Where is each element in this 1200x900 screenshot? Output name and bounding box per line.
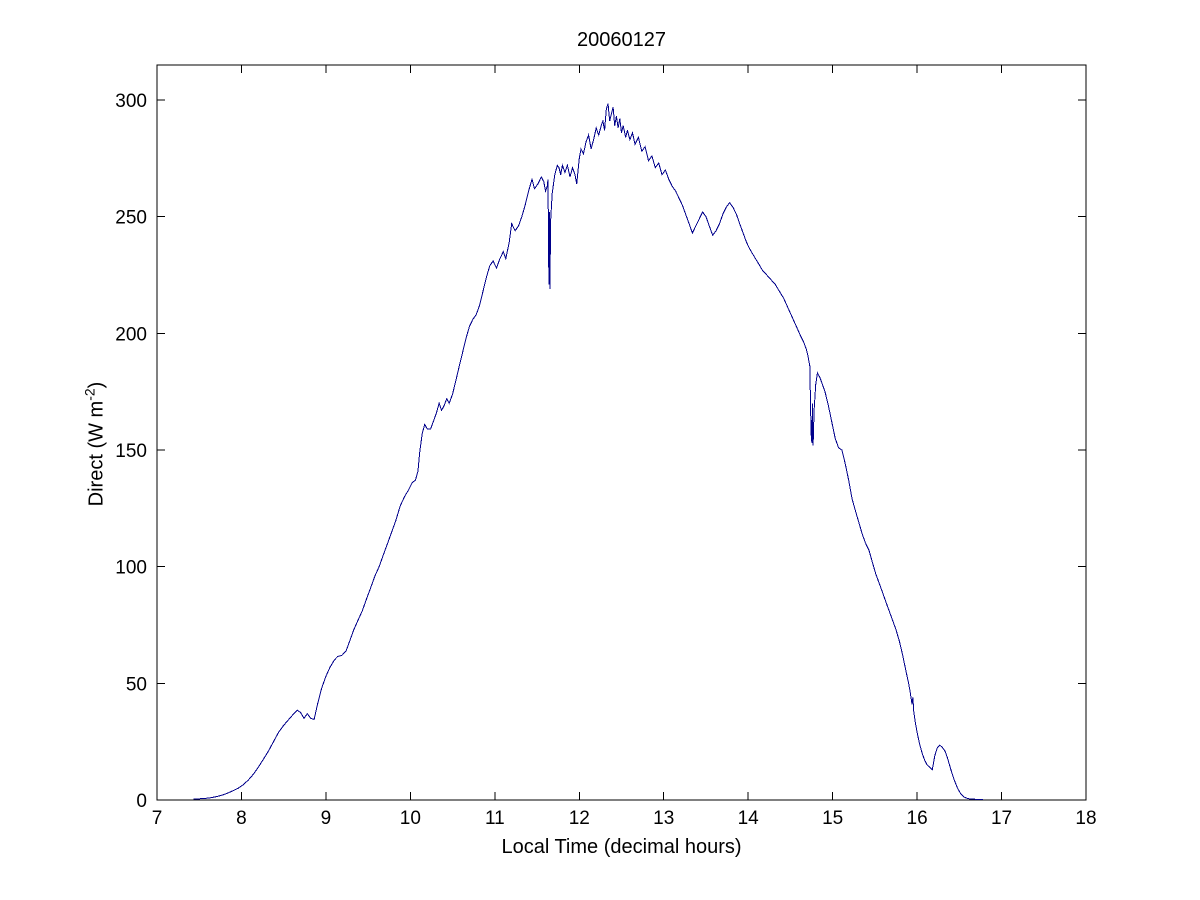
y-axis-label-text: Direct (W m [85,400,108,507]
x-tick-label: 17 [991,808,1012,829]
x-tick-label: 9 [321,808,332,829]
x-tick-label: 16 [907,808,928,829]
chart-title: 20060127 [577,29,666,51]
y-tick-label: 300 [115,91,147,112]
axes-box [156,64,1087,801]
x-tick-label: 10 [400,808,421,829]
y-axis-label-exponent: -2 [81,388,98,401]
y-axis-label-close: ) [85,381,108,389]
y-tick-label: 150 [115,441,147,462]
y-tick-label: 100 [115,558,147,579]
x-tick-label: 8 [236,808,247,829]
y-tick-label: 50 [126,674,147,695]
y-axis-label: Direct (W m-2) [82,382,109,507]
x-tick-label: 11 [485,808,505,829]
y-tick-label: 0 [136,791,147,812]
x-tick-label: 18 [1075,808,1096,829]
x-tick-label: 14 [738,808,760,829]
x-axis-label: Local Time (decimal hours) [501,836,742,858]
x-tick-label: 15 [822,808,843,829]
x-tick-label: 7 [152,808,163,829]
x-tick-label: 12 [569,808,590,829]
x-tick-label: 13 [653,808,674,829]
data-line [193,103,983,800]
y-tick-label: 200 [115,324,147,345]
y-tick-label: 250 [115,208,147,229]
